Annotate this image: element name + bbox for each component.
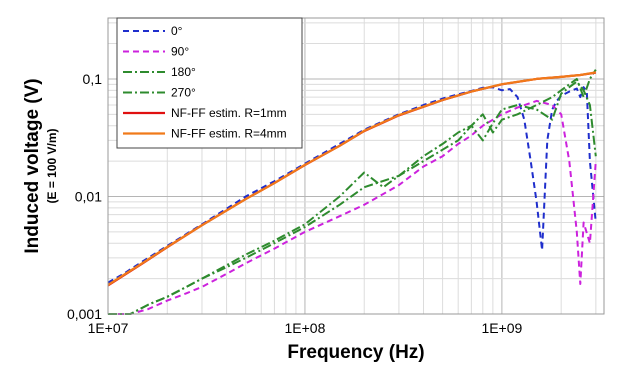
series-line-2 <box>108 69 597 315</box>
series-line-3 <box>108 80 597 315</box>
legend-items: 0° 90° 180° 270° NF-FF estim. R=1mm NF-FF est… <box>123 24 287 141</box>
series-line-5 <box>107 71 596 286</box>
legend-label: NF-FF estim. R=1mm <box>171 106 287 120</box>
x-tick-label: 1E+07 <box>88 320 129 336</box>
legend-box <box>116 17 303 149</box>
legend-label: 270° <box>171 86 196 100</box>
y-tick-label: 0,01 <box>75 188 102 204</box>
x-axis-title: Frequency (Hz) <box>287 342 424 363</box>
y-tick-label: 0,001 <box>67 306 102 322</box>
legend: 0° 90° 180° 270° NF-FF estim. R=1mm NF-FF est… <box>116 17 303 149</box>
legend-label: 180° <box>171 65 196 79</box>
y-tick-label: 0,1 <box>83 71 103 87</box>
plot-frame <box>107 17 605 315</box>
x-tick-labels: 1E+07 1E+08 1E+09 <box>88 320 523 336</box>
plot-lines <box>107 69 597 315</box>
series-line-0 <box>107 86 597 284</box>
x-tick-label: 1E+09 <box>481 320 522 336</box>
legend-label: 90° <box>171 45 189 59</box>
y-axis-subtitle: (E = 100 V/m) <box>45 128 59 203</box>
series-line-1 <box>108 99 597 315</box>
legend-label: 0° <box>171 24 183 38</box>
y-tick-labels: 0,001 0,01 0,1 <box>67 71 102 322</box>
y-axis-title: Induced voltage (V) <box>22 78 43 253</box>
x-tick-label: 1E+08 <box>285 320 326 336</box>
legend-label: NF-FF estim. R=4mm <box>171 127 287 141</box>
